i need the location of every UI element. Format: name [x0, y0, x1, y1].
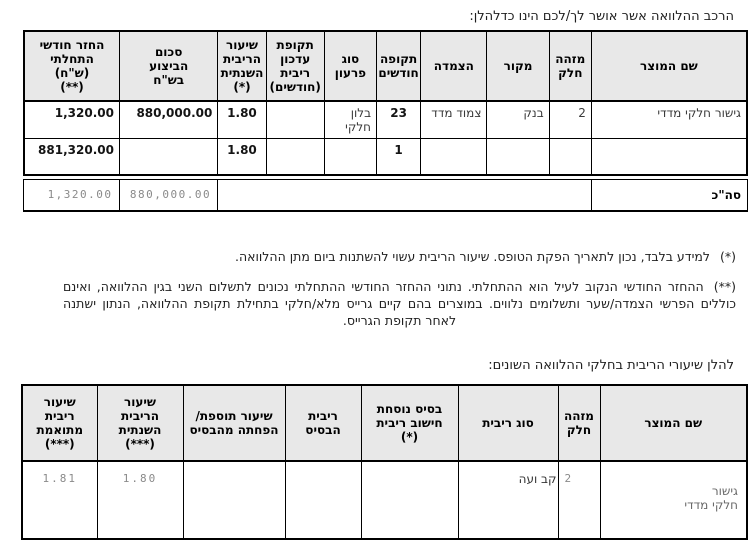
cell-execution-amount: 880,000.00	[118, 100, 219, 139]
footnote-text: ההחזר החודשי הנקוב לעיל הוא ההתחלתי. נתו…	[63, 278, 736, 328]
cell-repayment-type	[323, 138, 378, 175]
footnote-single-asterisk: (*) למידע בלבד, נכון לתאריך הפקת הטופס. ש…	[63, 248, 736, 265]
header-annual-interest-rate: שיעור הריבית השנתית (*)	[217, 30, 267, 102]
total-label: סה"כ	[591, 178, 748, 211]
footnotes: (*) למידע בלבד, נכון לתאריך הפקת הטופס. ש…	[63, 248, 736, 329]
header-product-name: שם המוצר	[599, 384, 748, 462]
total-execution-amount: 880,000.00	[118, 178, 219, 211]
cell-rate-formula-base	[360, 460, 459, 539]
cell-indexation: צמוד מדד	[420, 100, 488, 139]
header-execution-amount: סכום הביצוע בש"ח	[118, 30, 219, 102]
header-product-name: שם המוצר	[590, 30, 748, 102]
header-part-id: מזהה חלק	[548, 30, 592, 102]
cell-period-months: 1	[375, 138, 422, 175]
total-spacer-cell	[217, 178, 593, 211]
cell-part-id: 2	[548, 100, 592, 139]
cell-source: בנק	[486, 100, 550, 139]
cell-rate-update-period	[265, 138, 325, 175]
cell-annual-interest-rate: 1.80	[217, 100, 267, 139]
header-rate-formula-base: בסיס נוסחת חישוב ריבית (*)	[360, 384, 459, 462]
cell-product-name: גישור חלקי מדדי	[590, 100, 748, 139]
interest-rates-table: שם המוצר מזהה חלק סוג ריבית בסיס נוסחת ח…	[21, 383, 748, 540]
loan-table-header-row: שם המוצר מזהה חלק מקור הצמדה תקופה חודשי…	[23, 30, 748, 102]
cell-base-rate	[284, 460, 362, 539]
header-base-rate: ריבית הבסיס	[284, 384, 362, 462]
footnote-double-asterisk: (**)ההחזר החודשי הנקוב לעיל הוא ההתחלתי.…	[63, 278, 736, 329]
cell-margin-from-base	[182, 460, 286, 539]
cell-part-id: 2	[557, 460, 601, 539]
header-interest-type: סוג ריבית	[457, 384, 559, 462]
loan-composition-table: שם המוצר מזהה חלק מקור הצמדה תקופה חודשי…	[23, 30, 748, 176]
cell-product-name: גישור חלקי מדדי	[599, 460, 748, 539]
cell-product-name	[590, 138, 748, 175]
loan-table-row-2: 1 1.80 881,320.00	[23, 138, 748, 175]
loan-table-row-1: גישור חלקי מדדי 2 בנק צמוד מדד 23 בלון ח…	[23, 100, 748, 139]
loan-table-totals-row: סה"כ 880,000.00 1,320.00	[23, 178, 748, 212]
header-source: מקור	[486, 30, 550, 102]
header-repayment-type: סוג פרעון	[323, 30, 378, 102]
cell-annual-interest-rate: 1.80	[217, 138, 267, 175]
footnote-marker: (**)	[713, 278, 736, 294]
rates-table-row-1: גישור חלקי מדדי 2 קב ועה 1.80 1.81	[21, 460, 748, 539]
cell-part-id	[548, 138, 592, 175]
cell-initial-monthly-payment: 1,320.00	[23, 100, 120, 139]
cell-repayment-type: בלון חלקי	[323, 100, 378, 139]
cell-period-months: 23	[375, 100, 422, 139]
header-margin-from-base: שיעור תוספת/ הפחתה מהבסיס	[182, 384, 286, 462]
cell-initial-monthly-payment: 881,320.00	[23, 138, 120, 175]
header-part-id: מזהה חלק	[557, 384, 601, 462]
intro-text: הרכב ההלוואה אשר אושר לך/לכם הינו כדלהלן…	[469, 9, 734, 24]
footnote-marker: (*)	[719, 248, 736, 264]
cell-interest-type: קב ועה	[457, 460, 559, 539]
cell-indexation	[420, 138, 488, 175]
footnote-text: למידע בלבד, נכון לתאריך הפקת הטופס. שיעו…	[234, 248, 710, 264]
header-rate-update-period: תקופת עדכון ריבית (חודשים)	[265, 30, 325, 102]
header-period-months: תקופה חודשים	[375, 30, 422, 102]
rates-table-header-row: שם המוצר מזהה חלק סוג ריבית בסיס נוסחת ח…	[21, 384, 748, 462]
total-initial-monthly-payment: 1,320.00	[23, 178, 120, 211]
rates-intro-text: להלן שיעורי הריבית בחלקי ההלוואה השונים:	[488, 357, 734, 373]
cell-annual-interest-rate: 1.80	[96, 460, 184, 539]
header-initial-monthly-payment: החזר חודשי התחלתי (ש"ח) (**)	[23, 30, 120, 102]
cell-execution-amount	[118, 138, 219, 175]
header-adjusted-interest-rate: שיעור ריבית מתואמת (***)	[21, 384, 98, 462]
header-indexation: הצמדה	[420, 30, 488, 102]
cell-source	[486, 138, 550, 175]
cell-rate-update-period	[265, 100, 325, 139]
cell-adjusted-interest-rate: 1.81	[21, 460, 98, 539]
header-annual-interest-rate: שיעור הריבית השנתית (***)	[96, 384, 184, 462]
